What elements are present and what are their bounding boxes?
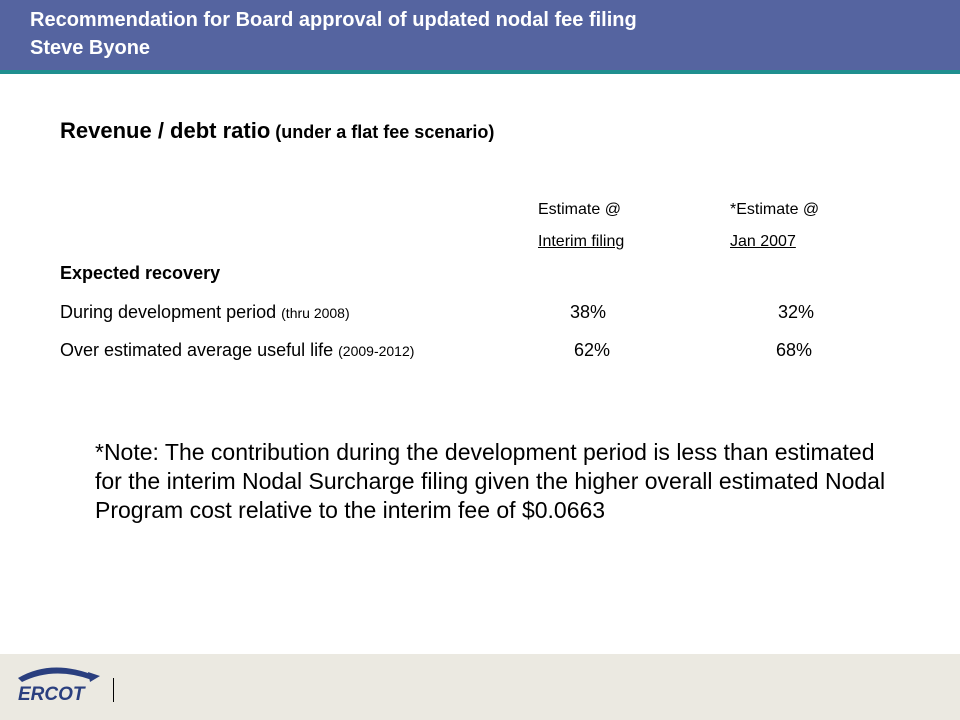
title-subtitle: (under a flat fee scenario) (270, 122, 495, 142)
row-value-interim: 62% (574, 340, 611, 360)
row-value-interim: 38% (570, 302, 607, 322)
row-label: Over estimated average useful life (2009… (60, 340, 414, 361)
note-text: *Note: The contribution during the devel… (95, 439, 886, 523)
footer-divider (113, 678, 114, 702)
slide-heading-presenter: Steve Byone (30, 37, 151, 59)
ercot-logo-icon: ERCOT (18, 667, 100, 705)
row-label-text: Over estimated average useful life (60, 340, 339, 360)
page-title: Revenue / debt ratio (under a flat fee s… (60, 118, 494, 144)
logo-text: ERCOT (18, 684, 86, 705)
column-header-1-line1: Estimate @ (538, 201, 621, 218)
column-header-2-line1: *Estimate @ (730, 201, 820, 218)
header-bar: Recommendation for Board approval of upd… (0, 0, 960, 70)
section-heading: Expected recovery (60, 263, 221, 283)
row-qualifier: (thru 2008) (281, 305, 350, 321)
row-value-jan2007: 68% (776, 340, 813, 360)
row-label: During development period (thru 2008) (60, 302, 350, 323)
column-header-2-line2: Jan 2007 (730, 233, 796, 250)
slide-heading-title: Recommendation for Board approval of upd… (30, 9, 637, 31)
title-main: Revenue / debt ratio (60, 118, 271, 143)
column-header-1-line2: Interim filing (538, 233, 625, 250)
row-value-jan2007: 32% (778, 302, 815, 322)
row-label-text: During development period (60, 302, 282, 322)
footer-bar (0, 654, 960, 720)
row-qualifier: (2009-2012) (338, 343, 415, 359)
header-divider (0, 70, 960, 74)
